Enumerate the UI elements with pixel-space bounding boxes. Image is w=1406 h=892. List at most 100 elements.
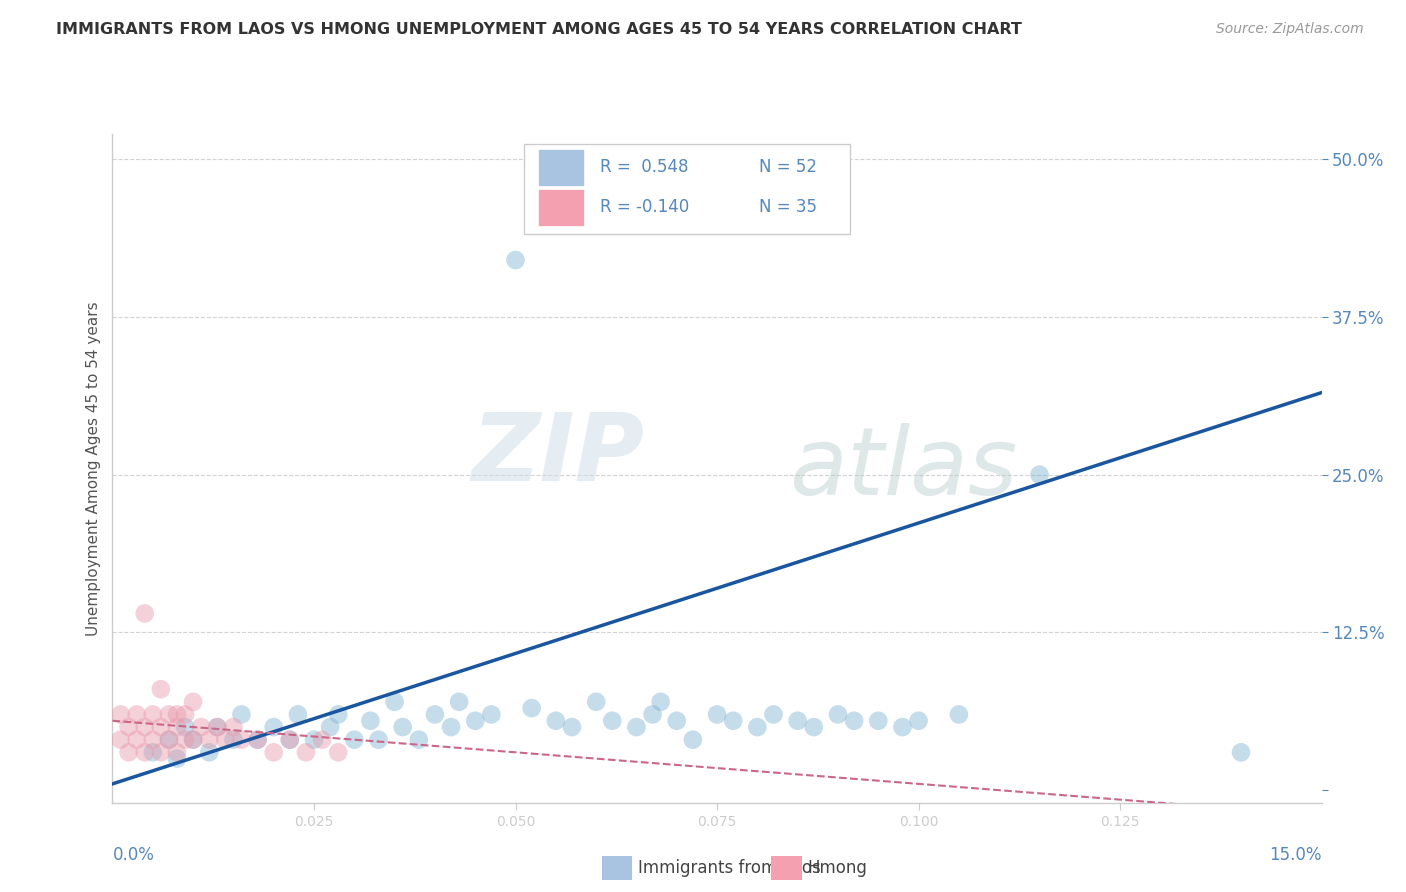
Point — [600, 714, 623, 728]
Text: Source: ZipAtlas.com: Source: ZipAtlas.com — [1216, 22, 1364, 37]
Point — [134, 745, 156, 759]
FancyBboxPatch shape — [538, 149, 583, 186]
Point — [222, 720, 245, 734]
Point — [561, 720, 583, 734]
Point — [231, 732, 253, 747]
Point — [585, 695, 607, 709]
Point — [231, 707, 253, 722]
Point — [384, 695, 406, 709]
Point — [747, 720, 769, 734]
Text: R = -0.140: R = -0.140 — [600, 198, 689, 217]
Point — [142, 732, 165, 747]
Point — [762, 707, 785, 722]
Text: atlas: atlas — [790, 423, 1018, 514]
Point — [263, 745, 285, 759]
Point — [440, 720, 463, 734]
Point — [166, 707, 188, 722]
Point — [665, 714, 688, 728]
Point — [214, 732, 236, 747]
Point — [246, 732, 269, 747]
Point — [125, 707, 148, 722]
Point — [174, 707, 197, 722]
Text: IMMIGRANTS FROM LAOS VS HMONG UNEMPLOYMENT AMONG AGES 45 TO 54 YEARS CORRELATION: IMMIGRANTS FROM LAOS VS HMONG UNEMPLOYME… — [56, 22, 1022, 37]
Point — [650, 695, 672, 709]
Point — [319, 720, 342, 734]
Point — [287, 707, 309, 722]
Point — [328, 745, 350, 759]
Point — [181, 695, 204, 709]
FancyBboxPatch shape — [602, 856, 633, 880]
Text: N = 52: N = 52 — [759, 158, 817, 177]
Point — [278, 732, 301, 747]
Point — [367, 732, 389, 747]
Point — [207, 720, 229, 734]
Point — [134, 720, 156, 734]
Point — [449, 695, 471, 709]
Point — [157, 732, 180, 747]
Point — [544, 714, 567, 728]
Point — [142, 707, 165, 722]
Point — [166, 751, 188, 765]
Point — [278, 732, 301, 747]
Y-axis label: Unemployment Among Ages 45 to 54 years: Unemployment Among Ages 45 to 54 years — [86, 301, 101, 636]
Point — [1230, 745, 1253, 759]
Point — [166, 720, 188, 734]
Point — [263, 720, 285, 734]
Point — [157, 707, 180, 722]
Point — [295, 745, 318, 759]
Point — [423, 707, 446, 722]
Text: Hmong: Hmong — [808, 859, 868, 877]
Point — [166, 745, 188, 759]
Point — [110, 707, 132, 722]
Point — [157, 732, 180, 747]
Point — [803, 720, 825, 734]
Text: N = 35: N = 35 — [759, 198, 817, 217]
Point — [1028, 467, 1050, 482]
Point — [891, 720, 914, 734]
Text: 15.0%: 15.0% — [1270, 847, 1322, 864]
Point — [505, 253, 527, 268]
Point — [190, 720, 212, 734]
Point — [786, 714, 808, 728]
FancyBboxPatch shape — [523, 144, 851, 235]
Point — [948, 707, 970, 722]
Point — [311, 732, 333, 747]
Point — [198, 745, 221, 759]
Point — [721, 714, 744, 728]
FancyBboxPatch shape — [772, 856, 801, 880]
Point — [149, 682, 172, 697]
Text: R =  0.548: R = 0.548 — [600, 158, 689, 177]
Point — [181, 732, 204, 747]
Point — [706, 707, 728, 722]
Point — [207, 720, 229, 734]
FancyBboxPatch shape — [538, 189, 583, 226]
Point — [117, 745, 139, 759]
Point — [343, 732, 366, 747]
Point — [408, 732, 430, 747]
Point — [174, 720, 197, 734]
Point — [641, 707, 664, 722]
Point — [907, 714, 929, 728]
Point — [117, 720, 139, 734]
Text: 0.0%: 0.0% — [112, 847, 155, 864]
Point — [142, 745, 165, 759]
Point — [842, 714, 865, 728]
Point — [520, 701, 543, 715]
Point — [827, 707, 849, 722]
Point — [174, 732, 197, 747]
Point — [302, 732, 325, 747]
Point — [222, 732, 245, 747]
Point — [246, 732, 269, 747]
Point — [149, 745, 172, 759]
Point — [149, 720, 172, 734]
Point — [134, 607, 156, 621]
Point — [110, 732, 132, 747]
Point — [626, 720, 648, 734]
Point — [359, 714, 381, 728]
Point — [464, 714, 486, 728]
Point — [479, 707, 502, 722]
Point — [391, 720, 413, 734]
Point — [682, 732, 704, 747]
Point — [868, 714, 890, 728]
Text: ZIP: ZIP — [471, 409, 644, 501]
